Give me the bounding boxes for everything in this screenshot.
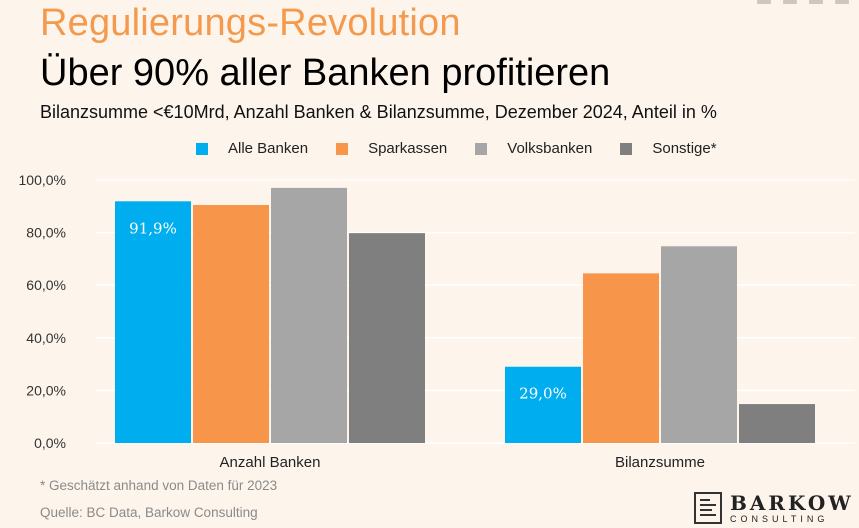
legend-swatch	[336, 142, 349, 155]
data-label: 91,9%	[129, 219, 177, 237]
bar-sonstige--0	[349, 233, 425, 443]
legend-swatch	[196, 142, 208, 155]
logo-name: BARKOW	[730, 490, 854, 515]
zoom-icon[interactable]	[783, 0, 797, 4]
legend-label: Alle Banken	[228, 140, 309, 157]
bar-sparkassen-0	[193, 204, 269, 443]
y-tick-label: 20,0%	[26, 382, 66, 398]
y-tick-label: 100,0%	[19, 172, 66, 188]
legend-item-volksbanken[interactable]: Volksbanken	[475, 140, 592, 157]
legend-label: Volksbanken	[507, 140, 593, 157]
bar-sparkassen-1	[583, 273, 659, 443]
y-tick-label: 60,0%	[26, 277, 66, 293]
legend-label: Sparkassen	[368, 140, 448, 157]
chart-kicker: Regulierungs-Revolution	[40, 2, 461, 44]
logo-subtitle: CONSULTING	[730, 513, 829, 524]
y-tick-label: 40,0%	[26, 330, 66, 346]
legend-item-sonstige[interactable]: Sonstige*	[620, 140, 717, 157]
bar-volksbanken-1	[661, 246, 737, 443]
bar-chart: 0,0% 20,0% 40,0% 60,0% 80,0% 100,0% 91,9% Anzah…	[19, 172, 855, 471]
logo-mark-icon	[694, 492, 722, 524]
legend-item-alle-banken[interactable]: Alle Banken	[196, 140, 308, 157]
pan-icon[interactable]	[809, 0, 823, 4]
bar-volksbanken-0	[271, 187, 347, 443]
chart-title: Über 90% aller Banken profitieren	[40, 52, 611, 94]
bar-alle-banken-1	[505, 366, 581, 443]
source-note: Quelle: BC Data, Barkow Consulting	[40, 505, 258, 520]
legend: Alle Banken Sparkassen Volksbanken Sonst…	[196, 140, 745, 157]
bar-sonstige--1	[739, 404, 815, 443]
chart-subtitle: Bilanzsumme <€10Mrd, Anzahl Banken & Bil…	[40, 102, 717, 122]
y-tick-label: 80,0%	[26, 225, 66, 241]
y-tick-label: 0,0%	[34, 435, 66, 451]
bar-alle-banken-0	[115, 201, 191, 443]
footnote: * Geschätzt anhand von Daten für 2023	[40, 478, 278, 493]
download-icon[interactable]	[757, 0, 771, 4]
data-label: 29,0%	[519, 385, 567, 403]
legend-item-sparkassen[interactable]: Sparkassen	[336, 140, 447, 157]
legend-swatch	[475, 142, 488, 155]
x-category-label: Anzahl Banken	[220, 454, 321, 471]
x-category-label: Bilanzsumme	[615, 454, 705, 471]
legend-label: Sonstige*	[652, 140, 717, 157]
menu-icon[interactable]	[835, 0, 849, 4]
legend-swatch	[620, 142, 633, 155]
barkow-logo: BARKOW CONSULTING	[694, 492, 854, 524]
toolbar	[757, 0, 849, 4]
